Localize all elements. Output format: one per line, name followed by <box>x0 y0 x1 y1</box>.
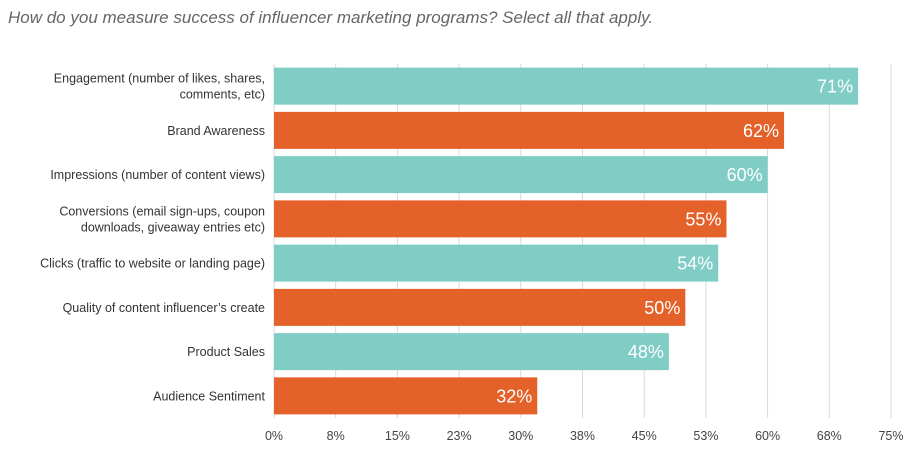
category-label: Conversions (email sign-ups, coupon <box>59 204 265 218</box>
x-tick-label: 15% <box>385 429 410 443</box>
bar-value-label: 71% <box>817 77 853 97</box>
bar <box>274 244 719 282</box>
category-label: Product Sales <box>187 345 265 359</box>
x-tick-label: 60% <box>755 429 780 443</box>
x-tick-label: 75% <box>878 429 903 443</box>
x-tick-label: 30% <box>508 429 533 443</box>
x-tick-label: 38% <box>570 429 595 443</box>
bar <box>274 288 686 326</box>
x-tick-label: 68% <box>817 429 842 443</box>
bar <box>274 156 768 194</box>
category-label: Brand Awareness <box>167 124 265 138</box>
x-tick-label: 23% <box>447 429 472 443</box>
x-tick-label: 45% <box>632 429 657 443</box>
bar <box>274 111 785 149</box>
bar-value-label: 60% <box>727 165 763 185</box>
bar-value-label: 62% <box>743 121 779 141</box>
category-label: Audience Sentiment <box>153 389 265 403</box>
chart-title: How do you measure success of influencer… <box>8 8 654 27</box>
bar <box>274 333 669 371</box>
bar-value-label: 54% <box>677 254 713 274</box>
bar <box>274 377 538 415</box>
bar-value-label: 50% <box>644 298 680 318</box>
x-tick-label: 8% <box>327 429 345 443</box>
bar-value-label: 55% <box>685 209 721 229</box>
bar-value-label: 48% <box>628 342 664 362</box>
category-label: comments, etc) <box>180 88 265 102</box>
x-tick-label: 0% <box>265 429 283 443</box>
category-label: Engagement (number of likes, shares, <box>54 72 265 86</box>
category-label: Quality of content influencer’s create <box>63 301 265 315</box>
category-label: Clicks (traffic to website or landing pa… <box>40 257 265 271</box>
bar <box>274 67 859 105</box>
bar-value-label: 32% <box>496 386 532 406</box>
category-label: Impressions (number of content views) <box>50 168 265 182</box>
category-label: downloads, giveaway entries etc) <box>81 220 265 234</box>
bar <box>274 200 727 238</box>
x-tick-label: 53% <box>693 429 718 443</box>
